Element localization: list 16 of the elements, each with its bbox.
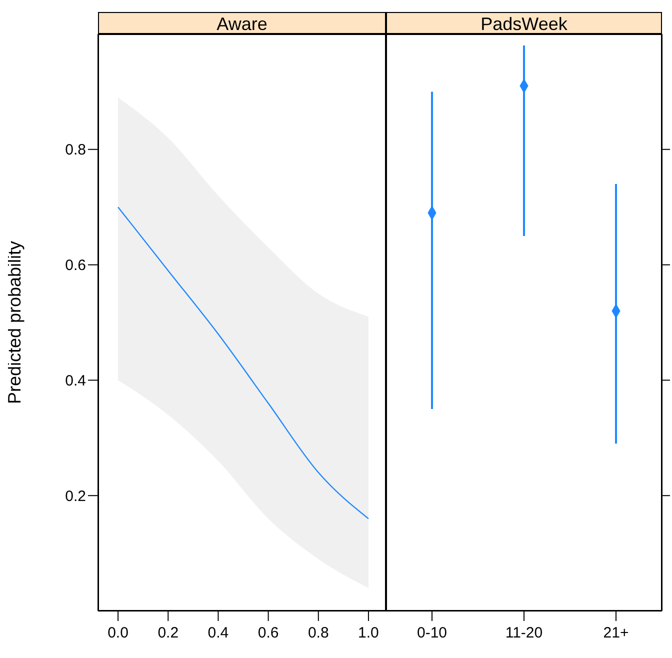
y-tick-label: 0.4 <box>65 372 86 390</box>
y-tick-label: 0.2 <box>65 488 86 505</box>
x-tick-label: 0.8 <box>308 624 329 642</box>
y-tick-label: 0.6 <box>65 257 86 274</box>
x-tick-label: 0.0 <box>108 624 128 642</box>
x-tick-label: 1.0 <box>358 624 379 642</box>
x-tick-label: 21+ <box>603 624 629 642</box>
x-tick-label: 0-10 <box>416 624 448 642</box>
y-tick-label: 0.8 <box>65 142 86 159</box>
line-series <box>117 206 370 520</box>
chart-title: PadsWeek <box>386 12 662 34</box>
x-tick-label: 0.6 <box>258 624 279 642</box>
x-tick-label: 11-20 <box>505 624 543 642</box>
x-tick-label: 0.4 <box>208 624 229 642</box>
x-tick-label: 0.2 <box>158 624 179 642</box>
chart-title: Aware <box>98 12 386 34</box>
